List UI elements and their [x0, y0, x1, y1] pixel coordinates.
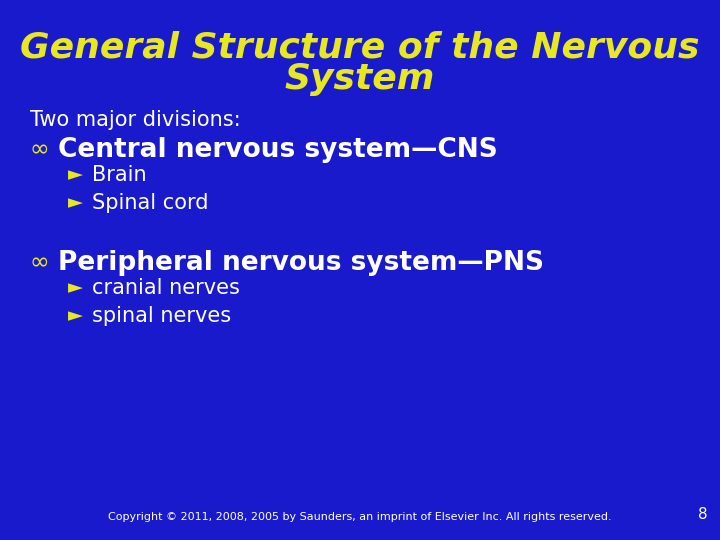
Text: ∞: ∞ — [30, 137, 50, 161]
Text: spinal nerves: spinal nerves — [92, 306, 231, 326]
Text: Brain: Brain — [92, 165, 147, 185]
Text: cranial nerves: cranial nerves — [92, 278, 240, 298]
Text: ►: ► — [68, 306, 83, 325]
Text: ►: ► — [68, 193, 83, 212]
Text: General Structure of the Nervous: General Structure of the Nervous — [20, 30, 700, 64]
Text: Two major divisions:: Two major divisions: — [30, 110, 240, 130]
Text: Peripheral nervous system—PNS: Peripheral nervous system—PNS — [58, 250, 544, 276]
Text: Copyright © 2011, 2008, 2005 by Saunders, an imprint of Elsevier Inc. All rights: Copyright © 2011, 2008, 2005 by Saunders… — [108, 512, 612, 522]
Text: ►: ► — [68, 165, 83, 184]
Text: System: System — [285, 62, 435, 96]
Text: Central nervous system—CNS: Central nervous system—CNS — [58, 137, 498, 163]
Text: 8: 8 — [698, 507, 708, 522]
Text: ∞: ∞ — [30, 250, 50, 274]
Text: Spinal cord: Spinal cord — [92, 193, 209, 213]
Text: ►: ► — [68, 278, 83, 297]
